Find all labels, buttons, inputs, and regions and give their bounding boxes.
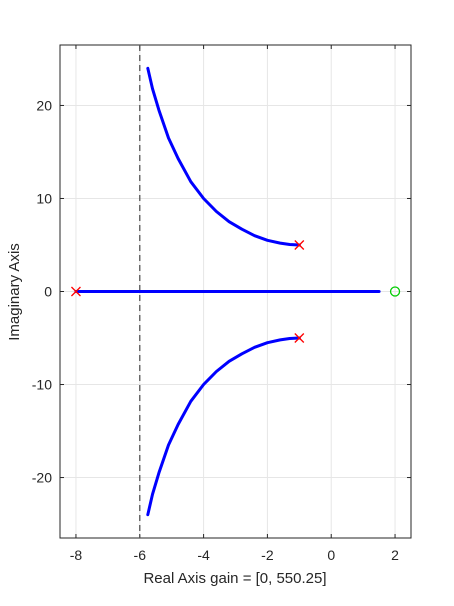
x-axis-label: Real Axis gain = [0, 550.25] <box>143 570 326 587</box>
pole-marker <box>294 333 305 343</box>
x-tick-label: -2 <box>261 547 274 563</box>
pole-cross-stroke <box>294 333 305 343</box>
pole-zero-markers <box>70 240 401 343</box>
pole-marker <box>70 286 81 297</box>
pole-cross-stroke <box>70 286 81 297</box>
y-tick-label: -10 <box>32 377 52 393</box>
x-tick-label: 2 <box>391 547 399 563</box>
pole-marker <box>294 240 305 250</box>
y-tick-label: 20 <box>36 97 52 113</box>
locus-branch-2 <box>146 336 301 517</box>
y-tick-label: -20 <box>32 470 52 486</box>
y-axis-label: Imaginary Axis <box>6 243 23 341</box>
zero-marker <box>389 286 401 297</box>
x-tick-label: -6 <box>134 547 147 563</box>
x-tick-label: -8 <box>70 547 83 563</box>
pole-cross-stroke <box>294 240 305 250</box>
x-tick-label: 0 <box>327 547 335 563</box>
x-tick-label: -4 <box>197 547 210 563</box>
y-tick-label: 0 <box>44 284 52 300</box>
locus-branch-1 <box>146 66 301 247</box>
locus-branches <box>74 66 381 517</box>
y-tick-label: 10 <box>36 190 52 206</box>
